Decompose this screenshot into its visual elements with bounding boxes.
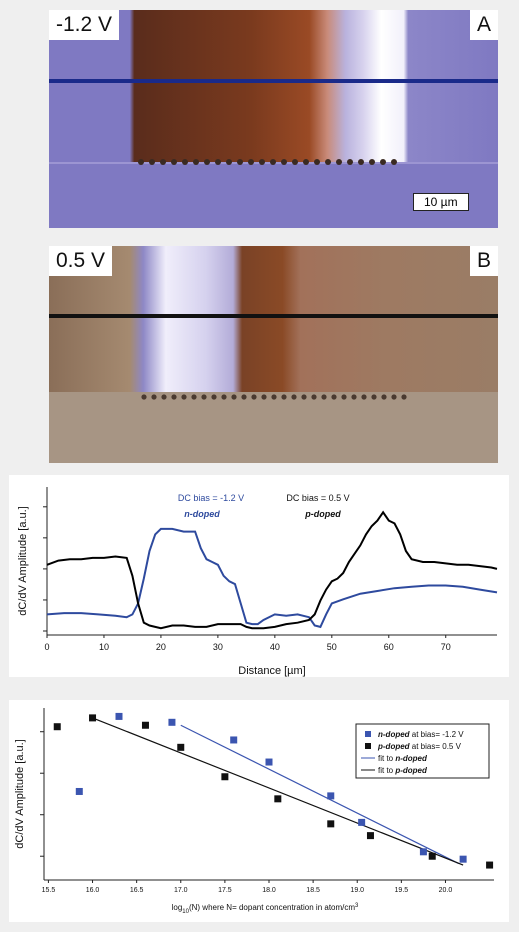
x-tick-label: 19.0 (350, 887, 364, 894)
panel-letter-a: A (469, 10, 498, 40)
legend-item-p: p-doped at bias= 0.5 V (377, 742, 462, 751)
profile-line-b (49, 314, 498, 318)
legend-marker-p (365, 743, 371, 749)
data-point-n (459, 855, 467, 863)
concentration-chart: 15.5 16.0 16.5 17.0 17.5 18.0 18.5 19.0 19.5 20.0… (14, 708, 494, 915)
bias-label-b: 0.5 V (49, 246, 113, 276)
scm-image-a-map (49, 10, 498, 228)
y-axis-label: dC/dV Amplitude [a.u.] (17, 506, 29, 615)
x-tick-label: 30 (213, 642, 223, 652)
series-line-n-doped (46, 527, 498, 629)
data-point-n (265, 758, 273, 766)
x-tick-label: 18.5 (306, 887, 320, 894)
x-tick-label: 50 (327, 642, 337, 652)
data-point-p (141, 721, 149, 729)
legend-item-fit-n: fit to n-doped (378, 754, 428, 763)
legend-item-fit-p: fit to p-doped (378, 766, 428, 775)
x-tick-label: 10 (99, 642, 109, 652)
data-point-p (428, 852, 436, 860)
data-point-p (221, 773, 229, 781)
data-point-p (89, 714, 97, 722)
annotation-p-type: p-doped (304, 509, 341, 519)
data-point-p (486, 861, 494, 869)
scm-image-b: 0.5 V B (49, 246, 498, 463)
x-tick-label: 17.5 (218, 887, 232, 894)
panel-letter-b: B (469, 246, 498, 276)
x-axis-label: Distance [µm] (238, 665, 305, 677)
data-point-n (358, 818, 366, 826)
data-point-n (230, 736, 238, 744)
fit-line-n (180, 724, 459, 865)
data-point-p (274, 795, 282, 803)
scm-image-a: -1.2 V A 10 µm (49, 10, 498, 228)
concentration-chart-panel: 15.5 16.0 16.5 17.0 17.5 18.0 18.5 19.0 19.5 20.0… (9, 700, 509, 922)
x-tick-label: 40 (270, 642, 280, 652)
x-tick-label: 18.0 (262, 887, 276, 894)
legend: n-doped at bias= -1.2 V p-doped at bias=… (355, 723, 490, 779)
profile-chart: 0 10 20 30 40 50 60 70 dC/dV Amplitude [a.u.] D… (17, 487, 498, 677)
profile-chart-panel: 0 10 20 30 40 50 60 70 dC/dV Amplitude [a.u.] D… (9, 475, 509, 677)
legend-item-n: n-doped at bias= -1.2 V (378, 730, 464, 739)
data-point-n (75, 787, 83, 795)
x-tick-label: 15.5 (42, 887, 56, 894)
x-tick-label: 16.0 (86, 887, 100, 894)
x-tick-label: 17.0 (174, 887, 188, 894)
x-tick-label: 20.0 (439, 887, 453, 894)
y-axis-label: dC/dV Amplitude [a.u.] (14, 739, 26, 848)
data-point-p (53, 723, 61, 731)
scm-image-b-map (49, 246, 498, 463)
bias-label-a: -1.2 V (49, 10, 120, 40)
series-line-p-doped (46, 510, 498, 630)
x-tick-label: 60 (384, 642, 394, 652)
x-axis-label: log10(N) where N= dopant concentration i… (172, 903, 359, 915)
data-point-p (366, 832, 374, 840)
fit-line-p (92, 717, 464, 866)
x-tick-label: 0 (44, 642, 49, 652)
x-tick-label: 16.5 (130, 887, 144, 894)
annotation-n-type: n-doped (184, 509, 220, 519)
x-tick-label: 20 (156, 642, 166, 652)
data-point-n (168, 718, 176, 726)
x-tick-label: 19.5 (395, 887, 409, 894)
annotation-p-bias: DC bias = 0.5 V (286, 493, 349, 503)
data-point-p (177, 743, 185, 751)
data-point-n (419, 848, 427, 856)
data-point-p (327, 820, 335, 828)
scale-bar: 10 µm (413, 193, 469, 211)
profile-line-a (49, 79, 498, 83)
data-point-n (327, 792, 335, 800)
x-tick-label: 70 (441, 642, 451, 652)
legend-marker-n (365, 731, 371, 737)
annotation-n-bias: DC bias = -1.2 V (178, 493, 244, 503)
data-point-n (115, 712, 123, 720)
